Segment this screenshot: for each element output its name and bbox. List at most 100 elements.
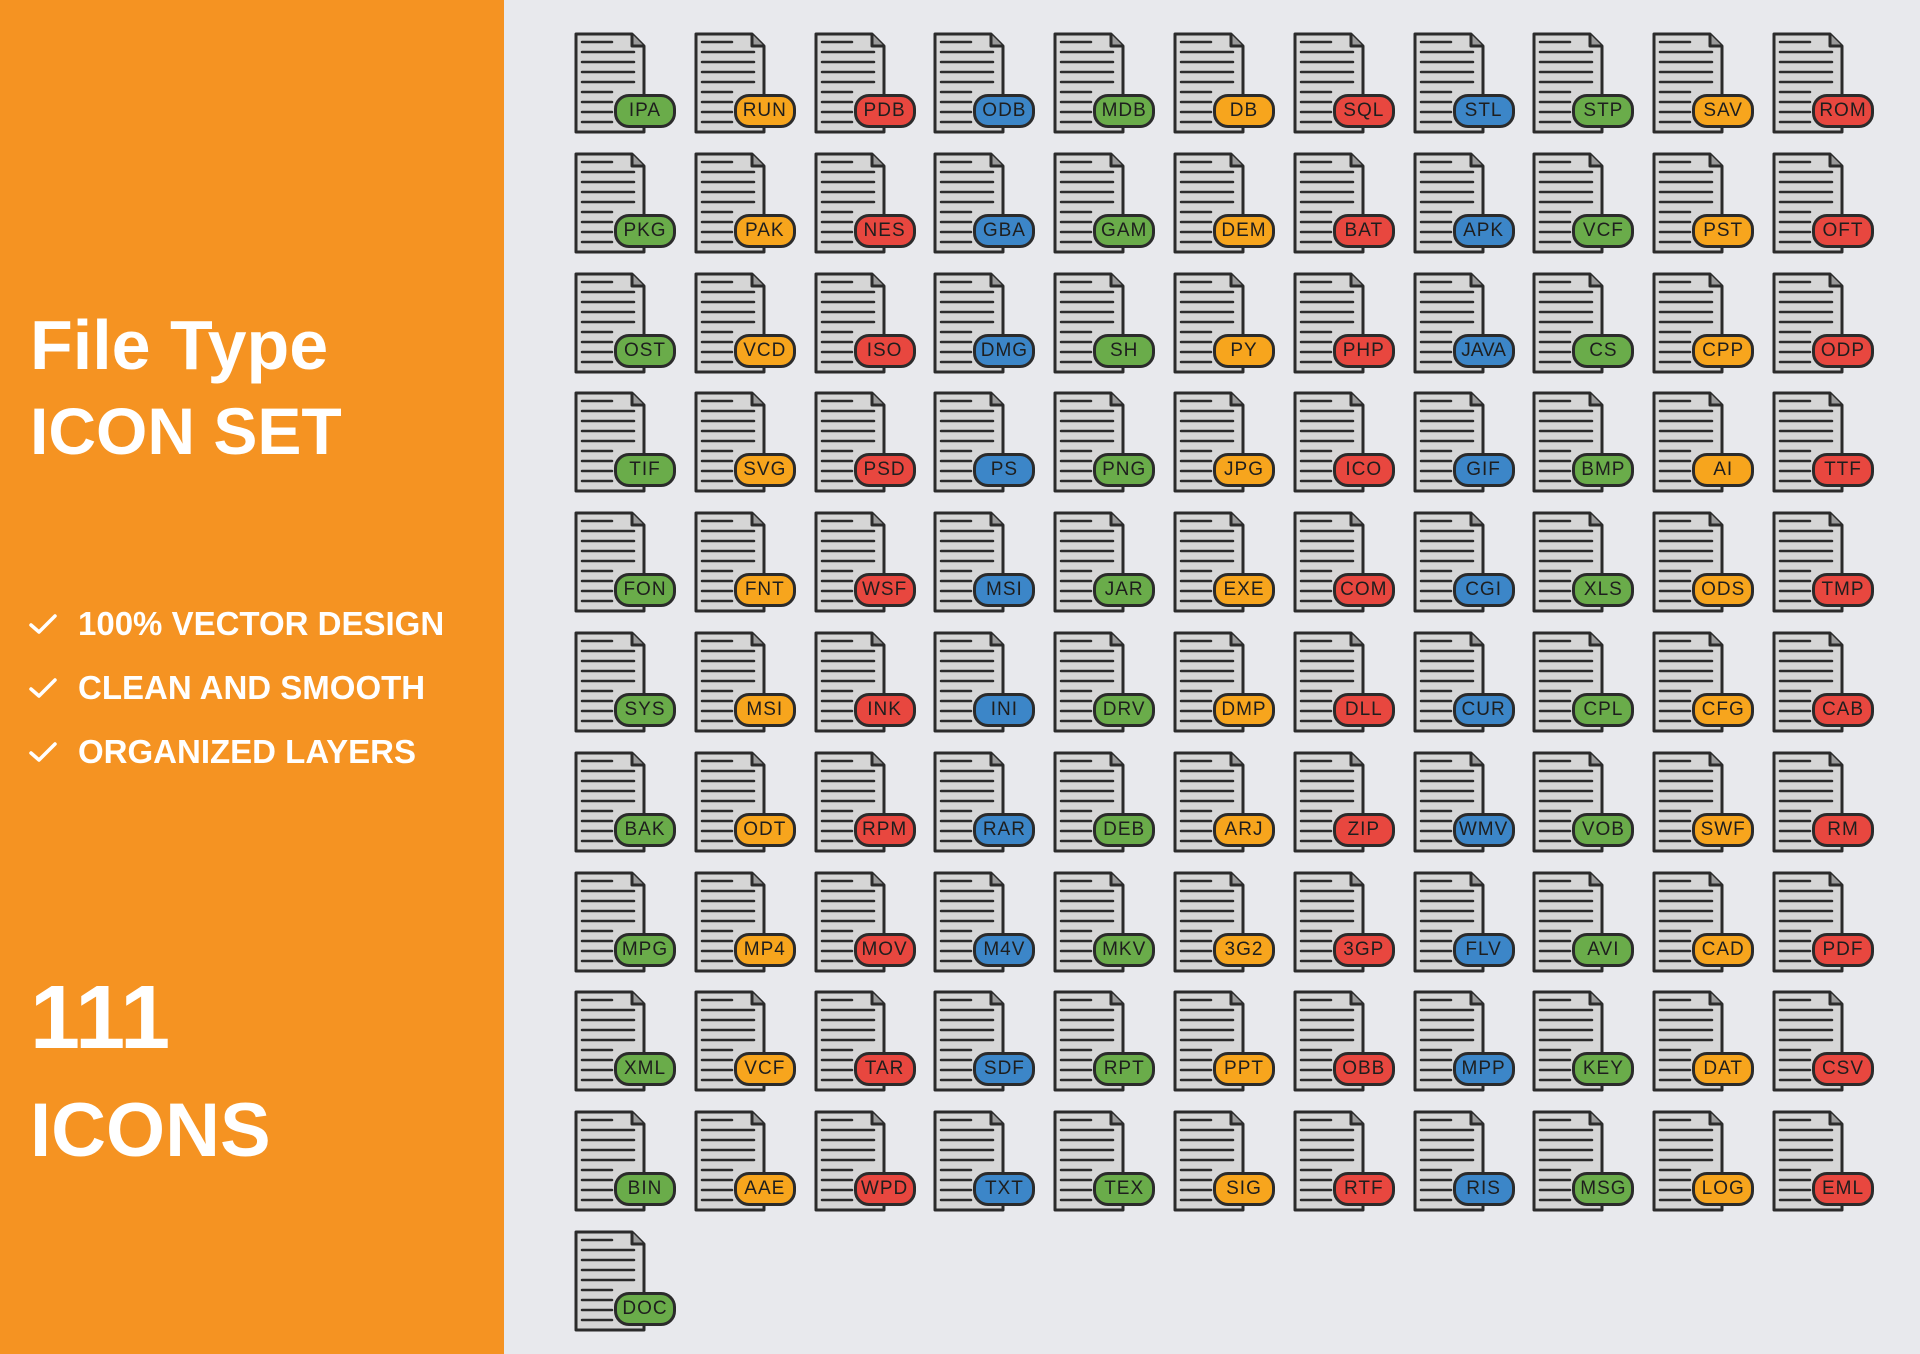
file-type-badge: XML	[614, 1052, 676, 1087]
file-icon-3gp: 3GP	[1291, 871, 1399, 975]
file-type-badge: PS	[973, 453, 1036, 488]
file-icon-avi: AVI	[1530, 871, 1638, 975]
file-type-badge: RTF	[1332, 1172, 1395, 1207]
file-type-badge: DEM	[1213, 213, 1275, 248]
file-icon-run: RUN	[692, 32, 800, 136]
file-type-badge: BAK	[614, 812, 676, 847]
file-type-badge: WMV	[1452, 812, 1515, 847]
file-icon-drv: DRV	[1051, 631, 1159, 735]
file-type-badge: BAT	[1332, 213, 1395, 248]
file-icon-zip: ZIP	[1291, 751, 1399, 855]
file-icon-jpg: JPG	[1171, 391, 1279, 495]
file-icon-png: PNG	[1051, 391, 1159, 495]
file-icon-fon: FON	[572, 511, 680, 615]
file-type-badge: XLS	[1572, 573, 1635, 608]
file-type-badge: MSG	[1572, 1172, 1635, 1207]
file-icon-vcf: VCF	[692, 990, 800, 1094]
file-type-badge: NES	[853, 213, 916, 248]
file-icon-swf: SWF	[1650, 751, 1758, 855]
file-type-badge: COM	[1332, 573, 1395, 608]
feature-item: CLEAN AND SMOOTH	[28, 656, 444, 720]
file-icon-stl: STL	[1411, 32, 1519, 136]
file-icon-apk: APK	[1411, 152, 1519, 256]
file-type-badge: CSV	[1812, 1052, 1874, 1087]
file-type-badge: PDB	[853, 94, 916, 128]
file-icon-tif: TIF	[572, 391, 680, 495]
file-type-badge: FLV	[1452, 932, 1515, 967]
feature-list: 100% VECTOR DESIGN CLEAN AND SMOOTH ORGA…	[28, 592, 444, 784]
file-icon-tar: TAR	[812, 990, 920, 1094]
file-icon-wsf: WSF	[812, 511, 920, 615]
file-icon-sav: SAV	[1650, 32, 1758, 136]
file-type-badge: RPT	[1093, 1052, 1156, 1087]
file-icon-ps: PS	[931, 391, 1039, 495]
file-icon-mp4: MP4	[692, 871, 800, 975]
file-type-badge: STP	[1572, 94, 1635, 128]
file-type-badge: OFT	[1812, 213, 1874, 248]
file-icon-doc: DOC	[572, 1230, 680, 1334]
file-icon-vcf: VCF	[1530, 152, 1638, 256]
file-icon-rar: RAR	[931, 751, 1039, 855]
file-icon-nes: NES	[812, 152, 920, 256]
file-icon-cpp: CPP	[1650, 272, 1758, 376]
file-icon-py: PY	[1171, 272, 1279, 376]
file-type-badge: TMP	[1812, 573, 1874, 608]
file-type-badge: DLL	[1332, 693, 1395, 727]
file-type-badge: CUR	[1452, 693, 1515, 727]
file-type-badge: ODB	[973, 94, 1036, 128]
file-icon-eml: EML	[1770, 1110, 1878, 1214]
file-type-badge: DB	[1213, 94, 1275, 128]
file-icon-ost: OST	[572, 272, 680, 376]
file-type-badge: JAVA	[1452, 333, 1515, 368]
document-icon	[933, 272, 1005, 374]
icon-grid: IPA RUN PDB ODB MDB DB SQL STL STP SAV ROM PKG PAK NE…	[572, 32, 1892, 1342]
file-icon-gif: GIF	[1411, 391, 1519, 495]
file-type-badge: SDF	[973, 1052, 1036, 1087]
file-icon-odp: ODP	[1770, 272, 1878, 376]
file-icon-ttf: TTF	[1770, 391, 1878, 495]
file-type-badge: VOB	[1572, 812, 1635, 847]
file-type-badge: ARJ	[1213, 812, 1275, 847]
file-type-badge: MPP	[1452, 1052, 1515, 1087]
file-icon-log: LOG	[1650, 1110, 1758, 1214]
check-icon	[29, 614, 57, 634]
file-type-badge: VCF	[1572, 213, 1635, 248]
file-icon-dat: DAT	[1650, 990, 1758, 1094]
file-type-badge: TTF	[1812, 453, 1874, 488]
file-type-badge: DMP	[1213, 693, 1275, 727]
file-type-badge: WSF	[853, 573, 916, 608]
file-icon-cgi: CGI	[1411, 511, 1519, 615]
file-type-badge: RUN	[733, 94, 796, 128]
file-type-badge: PDF	[1812, 932, 1874, 967]
file-type-badge: M4V	[973, 932, 1036, 967]
file-icon-mdb: MDB	[1051, 32, 1159, 136]
file-type-badge: CFG	[1692, 693, 1755, 727]
file-type-badge: CAB	[1812, 693, 1874, 727]
file-icon-txt: TXT	[931, 1110, 1039, 1214]
file-icon-cpl: CPL	[1530, 631, 1638, 735]
file-icon-key: KEY	[1530, 990, 1638, 1094]
file-type-badge: ODT	[733, 812, 796, 847]
file-type-badge: ZIP	[1332, 812, 1395, 847]
file-icon-svg: SVG	[692, 391, 800, 495]
file-type-badge: LOG	[1692, 1172, 1755, 1207]
file-icon-odt: ODT	[692, 751, 800, 855]
file-icon-fnt: FNT	[692, 511, 800, 615]
file-type-badge: CGI	[1452, 573, 1515, 608]
file-icon-sql: SQL	[1291, 32, 1399, 136]
file-type-badge: STL	[1452, 94, 1515, 128]
file-type-badge: APK	[1452, 213, 1515, 248]
file-icon-gam: GAM	[1051, 152, 1159, 256]
file-type-badge: WPD	[853, 1172, 916, 1207]
file-type-badge: ICO	[1332, 453, 1395, 488]
document-icon	[1053, 152, 1125, 254]
file-type-badge: ODP	[1812, 333, 1874, 368]
feature-label: ORGANIZED LAYERS	[78, 733, 416, 770]
file-type-badge: RPM	[853, 812, 916, 847]
file-type-badge: AAE	[733, 1172, 796, 1207]
file-icon-exe: EXE	[1171, 511, 1279, 615]
document-icon	[1652, 871, 1724, 973]
file-type-badge: PPT	[1213, 1052, 1275, 1087]
check-icon	[29, 742, 57, 762]
file-type-badge: RIS	[1452, 1172, 1515, 1207]
